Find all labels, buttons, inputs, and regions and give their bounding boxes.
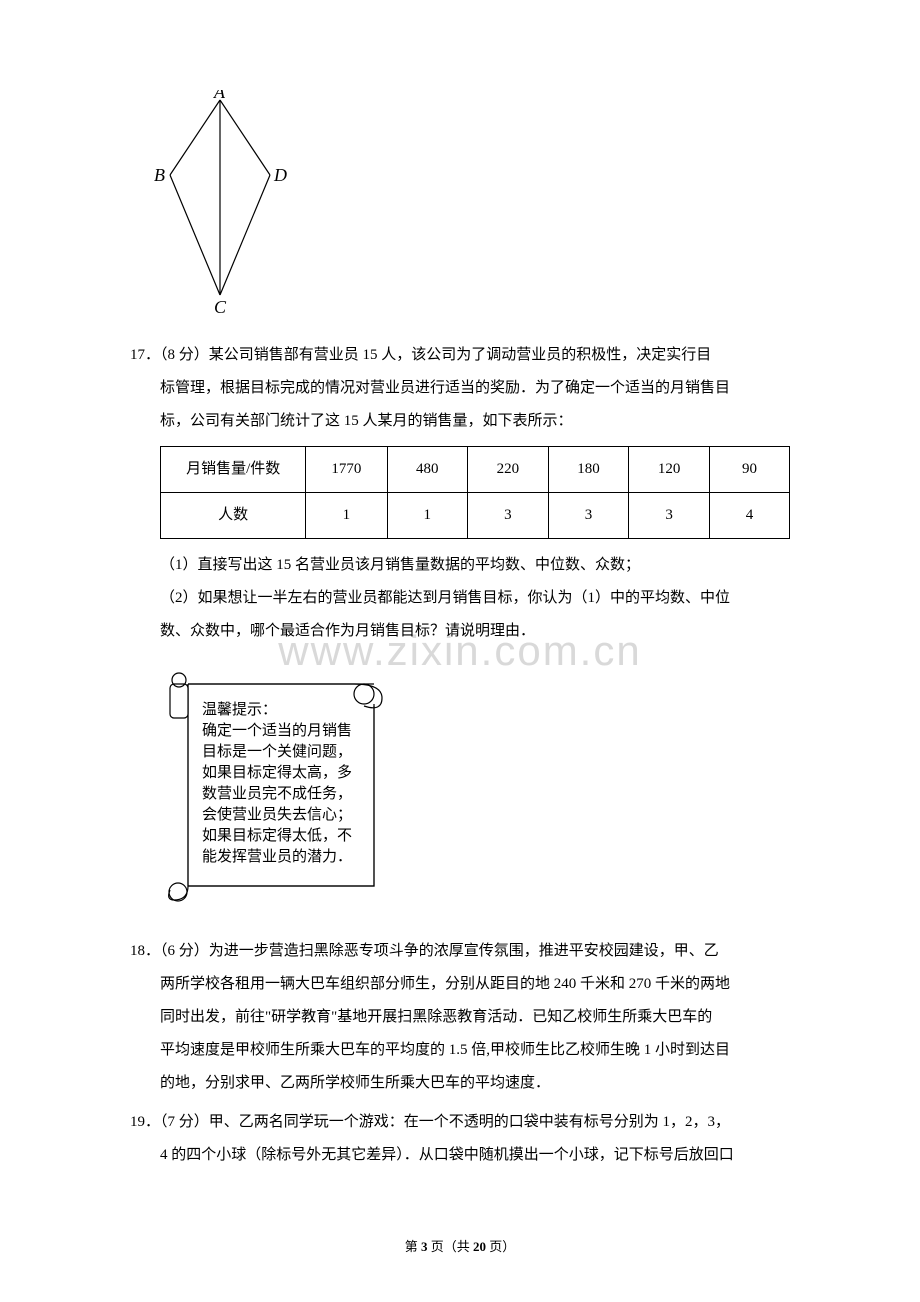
- svg-text:确定一个适当的月销售: 确定一个适当的月销售: [202, 722, 352, 739]
- footer-prefix: 第: [405, 1239, 421, 1254]
- q18-line2: 两所学校各租用一辆大巴车组织部分师生，分别从距目的地 240 千米和 270 千…: [130, 968, 790, 1001]
- page-content: A B D C 17．（8 分）某公司销售部有营业员 15 人，该公司为了调动营业员的…: [130, 90, 790, 1172]
- q17-data-table: 月销售量/件数177048022018012090人数113334: [160, 446, 790, 539]
- svg-text:温馨提示：: 温馨提示：: [202, 701, 277, 718]
- q17-sub2b: 数、众数中，哪个最适合作为月销售目标？请说明理由．: [130, 615, 790, 648]
- svg-text:B: B: [154, 165, 165, 185]
- problem-18: 18．（6 分）为进一步营造扫黑除恶专项斗争的浓厚宣传氛围，推进平安校园建设，甲…: [130, 935, 790, 1100]
- svg-text:如果目标定得太高，多: 如果目标定得太高，多: [202, 764, 352, 781]
- q18-line3: 同时出发，前往"研学教育"基地开展扫黑除恶教育活动．已知乙校师生所乘大巴车的: [130, 1001, 790, 1034]
- q18-line1: 18．（6 分）为进一步营造扫黑除恶专项斗争的浓厚宣传氛围，推进平安校园建设，甲…: [130, 935, 790, 968]
- rhombus-diagram: A B D C: [150, 90, 790, 329]
- svg-text:C: C: [214, 297, 227, 316]
- svg-text:数营业员完不成任务，: 数营业员完不成任务，: [202, 785, 352, 802]
- footer-mid: 页（共: [427, 1239, 473, 1254]
- svg-text:目标是一个关健问题，: 目标是一个关健问题，: [202, 743, 352, 760]
- q17-line2: 标管理，根据目标完成的情况对营业员进行适当的奖励．为了确定一个适当的月销售目: [130, 372, 790, 405]
- q17-sub2a: （2）如果想让一半左右的营业员都能达到月销售目标，你认为（1）中的平均数、中位: [130, 582, 790, 615]
- q18-line5: 的地，分别求甲、乙两所学校师生所乘大巴车的平均速度．: [130, 1067, 790, 1100]
- page-footer: 第 3 页（共 20 页）: [0, 1233, 920, 1262]
- q17-line1: 17．（8 分）某公司销售部有营业员 15 人，该公司为了调动营业员的积极性，决…: [130, 339, 790, 372]
- q19-line1: 19．（7 分）甲、乙两名同学玩一个游戏：在一个不透明的口袋中装有标号分别为 1…: [130, 1106, 790, 1139]
- footer-total: 20: [473, 1239, 486, 1254]
- problem-17: 17．（8 分）某公司销售部有营业员 15 人，该公司为了调动营业员的积极性，决…: [130, 339, 790, 917]
- problem-19: 19．（7 分）甲、乙两名同学玩一个游戏：在一个不透明的口袋中装有标号分别为 1…: [130, 1106, 790, 1172]
- q17-hint-scroll: 温馨提示： 确定一个适当的月销售目标是一个关健问题， 如果目标定得太高，多数营业员完…: [160, 654, 790, 917]
- q18-line4: 平均速度是甲校师生所乘大巴车的平均度的 1.5 倍,甲校师生比乙校师生晚 1 小…: [130, 1034, 790, 1067]
- svg-text:如果目标定得太低，不: 如果目标定得太低，不: [202, 827, 352, 844]
- q19-line2: 4 的四个小球（除标号外无其它差异）．从口袋中随机摸出一个小球，记下标号后放回口: [130, 1139, 790, 1172]
- svg-text:会使营业员失去信心；: 会使营业员失去信心；: [202, 806, 352, 823]
- svg-text:D: D: [273, 165, 287, 185]
- q17-sub1: （1）直接写出这 15 名营业员该月销售量数据的平均数、中位数、众数；: [130, 549, 790, 582]
- footer-suffix: 页）: [486, 1239, 515, 1254]
- svg-text:能发挥营业员的潜力．: 能发挥营业员的潜力．: [202, 848, 352, 865]
- svg-text:A: A: [213, 90, 226, 102]
- q17-line3: 标，公司有关部门统计了这 15 人某月的销售量，如下表所示：: [130, 405, 790, 438]
